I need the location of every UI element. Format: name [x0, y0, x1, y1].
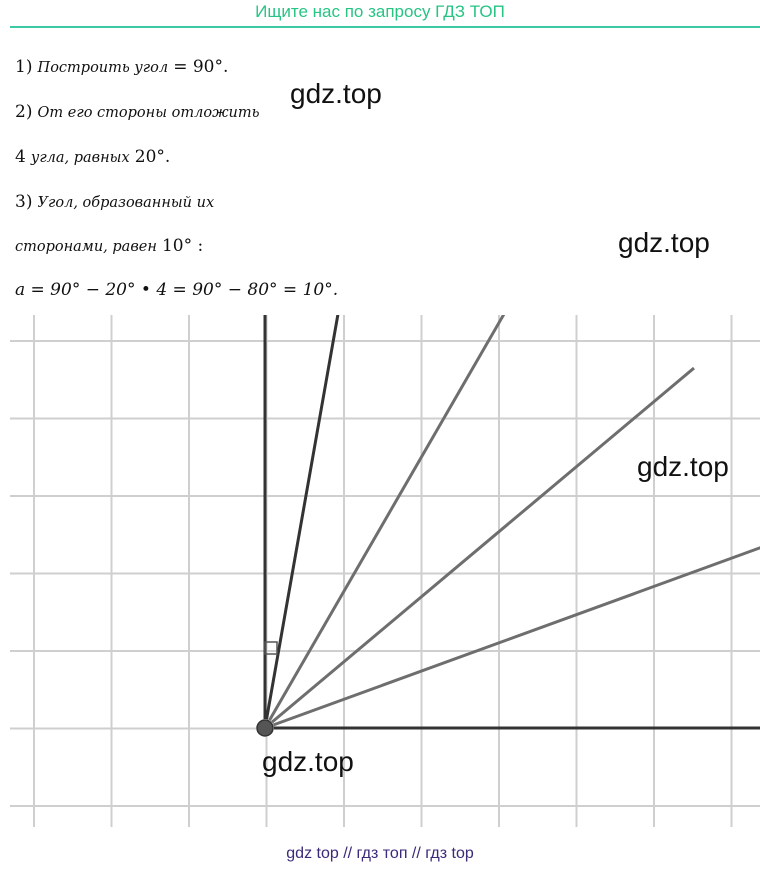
solution-line-2: 2) От его стороны отложить	[15, 102, 260, 122]
step-number: 2)	[15, 102, 33, 122]
banner-divider	[10, 26, 760, 28]
solution-line-4: 3) Угол, образованный их	[15, 192, 214, 212]
step-number: 4	[15, 147, 26, 167]
final-formula: a = 90° − 20° • 4 = 90° − 80° = 10°.	[15, 280, 339, 300]
angle-construction-figure	[10, 315, 760, 827]
watermark: gdz.top	[637, 451, 729, 482]
solution-line-3: 4 угла, равных 20°.	[15, 147, 170, 167]
step-math: = 90°.	[173, 57, 229, 77]
right-angle-marker	[264, 641, 278, 655]
step-text: Построить угол	[37, 60, 169, 76]
solution-line-5: сторонами, равен 10° :	[15, 236, 203, 256]
ray-40-deg	[264, 366, 695, 730]
ray-80-deg	[263, 315, 340, 729]
watermark: gdz.top	[618, 227, 710, 258]
step-text: От его стороны отложить	[37, 105, 260, 121]
footer-links: gdz top // гдз топ // гдз top	[286, 845, 474, 862]
ray-20-deg	[264, 546, 760, 730]
step-text: угла, равных	[30, 150, 130, 166]
solution-line-6: a = 90° − 20° • 4 = 90° − 80° = 10°.	[15, 280, 338, 300]
step-number: 3)	[15, 192, 33, 212]
step-number: 1)	[15, 57, 33, 77]
grid-lines	[10, 315, 760, 827]
angle-rays	[263, 315, 760, 730]
watermark: gdz.top	[262, 746, 354, 777]
ray-60-deg	[263, 315, 506, 729]
vertex-point	[256, 719, 274, 737]
search-banner: Ищите нас по запросу ГДЗ ТОП	[255, 2, 505, 21]
solution-line-1: 1) Построить угол = 90°.	[15, 57, 228, 77]
step-math: 20°.	[134, 147, 171, 167]
step-text: сторонами, равен	[15, 239, 157, 255]
watermark: gdz.top	[290, 78, 382, 109]
step-math: 10° :	[161, 236, 204, 256]
step-text: Угол, образованный их	[37, 195, 215, 211]
